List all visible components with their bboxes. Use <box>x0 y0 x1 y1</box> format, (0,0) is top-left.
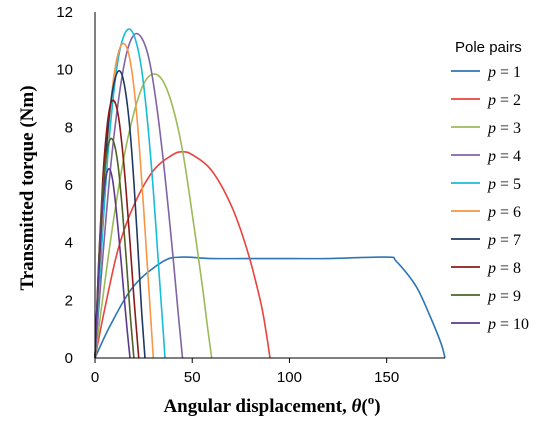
series-line-p1 <box>94 256 446 359</box>
x-axis-title-open: ( <box>361 396 367 417</box>
legend-value: 1 <box>513 64 521 81</box>
legend-value: 6 <box>513 204 521 221</box>
legend-value: 7 <box>513 232 521 249</box>
series-line-p10 <box>94 168 131 359</box>
y-tick-label: 8 <box>65 119 73 136</box>
legend: p = 1p = 2p = 3p = 4p = 5p = 6p = 7p = 8… <box>451 64 529 333</box>
legend-label-p1: p = 1 <box>487 64 521 81</box>
series-line-p3 <box>94 73 213 359</box>
legend-eq: = <box>496 288 513 305</box>
legend-title: Pole pairs <box>455 39 522 56</box>
legend-value: 9 <box>513 288 521 305</box>
legend-var: p <box>487 260 496 277</box>
legend-var: p <box>487 148 496 165</box>
x-tick-label: 50 <box>184 369 201 386</box>
x-tick-label: 100 <box>277 369 302 386</box>
x-axis-title-text: Angular displacement, <box>163 396 351 417</box>
legend-var: p <box>487 92 496 109</box>
x-axis-title-close: ) <box>374 396 380 417</box>
legend-var: p <box>487 204 496 221</box>
legend-value: 8 <box>513 260 521 277</box>
legend-eq: = <box>496 204 513 221</box>
axes <box>94 12 445 363</box>
x-axis-title-unit: o <box>368 392 375 407</box>
legend-label-p6: p = 6 <box>487 204 521 221</box>
legend-var: p <box>487 64 496 81</box>
legend-eq: = <box>496 120 513 137</box>
legend-label-p7: p = 7 <box>487 232 521 249</box>
x-tick-labels: 0 50 100 150 <box>91 369 399 386</box>
x-axis-title: Angular displacement, θ(o) <box>163 392 380 417</box>
legend-value: 3 <box>513 120 521 137</box>
legend-value: 5 <box>513 176 521 193</box>
y-tick-label: 4 <box>65 235 73 252</box>
legend-value: 10 <box>513 316 529 333</box>
y-tick-label: 2 <box>65 292 73 309</box>
legend-eq: = <box>496 316 513 333</box>
legend-label-p8: p = 8 <box>487 260 521 277</box>
legend-var: p <box>487 120 496 137</box>
legend-label-p9: p = 9 <box>487 288 521 305</box>
legend-var: p <box>487 232 496 249</box>
x-axis-title-theta: θ <box>352 396 362 417</box>
legend-value: 4 <box>513 148 521 165</box>
y-tick-label: 12 <box>56 4 73 21</box>
legend-eq: = <box>496 260 513 277</box>
legend-var: p <box>487 176 496 193</box>
x-tick-label: 0 <box>91 369 99 386</box>
y-tick-label: 6 <box>65 177 73 194</box>
legend-eq: = <box>496 232 513 249</box>
y-tick-label: 0 <box>65 350 73 367</box>
plot-area <box>94 28 446 359</box>
legend-label-p2: p = 2 <box>487 92 521 109</box>
legend-eq: = <box>496 92 513 109</box>
legend-label-p10: p = 10 <box>487 316 529 333</box>
legend-var: p <box>487 288 496 305</box>
legend-eq: = <box>496 148 513 165</box>
legend-eq: = <box>496 176 513 193</box>
y-tick-labels: 0 2 4 6 8 10 12 <box>56 4 73 367</box>
legend-value: 2 <box>513 92 521 109</box>
series-line-p4 <box>94 32 184 359</box>
legend-label-p5: p = 5 <box>487 176 521 193</box>
legend-eq: = <box>496 64 513 81</box>
legend-label-p4: p = 4 <box>487 148 521 165</box>
y-tick-label: 10 <box>56 62 73 79</box>
legend-var: p <box>487 316 496 333</box>
x-tick-label: 150 <box>374 369 399 386</box>
legend-label-p3: p = 3 <box>487 120 521 137</box>
y-axis-title: Transmitted torque (Nm) <box>17 85 38 290</box>
